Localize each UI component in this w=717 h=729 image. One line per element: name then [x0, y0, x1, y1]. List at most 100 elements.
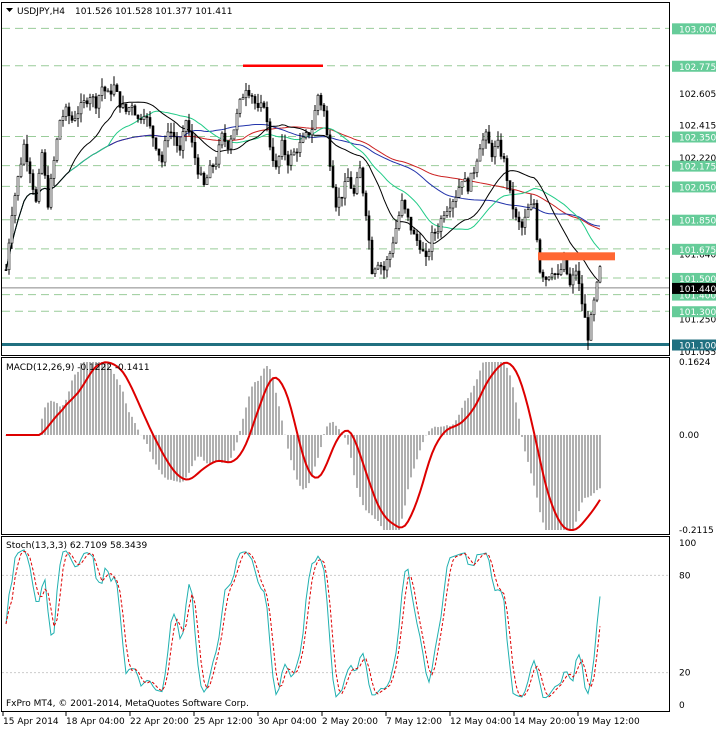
macd-bar [143, 434, 145, 440]
macd-bar [506, 367, 508, 435]
candle-body [256, 102, 260, 108]
macd-bar [317, 434, 319, 458]
macd-bar [269, 369, 271, 435]
candle-body [100, 86, 104, 96]
candle-body [121, 103, 125, 108]
macd-bar [551, 434, 553, 530]
dropdown-triangle-icon[interactable] [6, 8, 13, 12]
macd-bar [584, 434, 586, 498]
macd-bar [107, 364, 109, 435]
time-label: 14 May 20:00 [514, 717, 576, 727]
macd-bar [350, 434, 352, 458]
level-label-box [672, 214, 716, 226]
candle-body [76, 113, 80, 119]
macd-bar [236, 434, 238, 443]
candle-body [568, 273, 572, 286]
candle-body [265, 107, 269, 123]
candle-body [226, 141, 230, 150]
macd-bar [569, 434, 571, 530]
candle-body [355, 177, 359, 194]
macd-bar [521, 434, 523, 437]
candle-body [286, 154, 290, 166]
macd-bar [194, 434, 196, 461]
candle-body [367, 215, 371, 241]
candle-body [19, 163, 23, 177]
copyright: FxPro MT4, © 2001-2014, MetaQuotes Softw… [6, 699, 249, 709]
candle-body [178, 145, 182, 151]
candle-body [319, 94, 323, 106]
candle-body [94, 96, 98, 109]
current-price-label-box [672, 282, 716, 294]
macd-bar [380, 434, 382, 527]
candle-body [115, 84, 119, 92]
candle-body [217, 144, 221, 165]
candle-body [214, 163, 218, 168]
price-tick-label: 102.220 [679, 154, 716, 164]
macd-bar [449, 426, 451, 435]
candle-body [235, 112, 239, 131]
macd-bar [59, 406, 61, 435]
candle-body [592, 299, 596, 316]
macd-bar [50, 400, 52, 435]
candle-body [472, 172, 476, 174]
candle-body [310, 129, 314, 136]
macd-bar [335, 425, 337, 435]
candle-body [97, 95, 101, 109]
candle-body [73, 118, 77, 121]
candle-body [238, 98, 242, 114]
candle-body [454, 197, 458, 202]
candle-body [43, 152, 47, 176]
candle-body [328, 134, 332, 167]
candle-body [172, 132, 176, 138]
candle-body [400, 199, 404, 216]
macd-bar [197, 434, 199, 457]
candle-body [13, 195, 17, 216]
stoch-panel [1, 536, 670, 712]
macd-bar [74, 374, 76, 435]
macd-bar [428, 431, 430, 435]
macd-bar [515, 402, 517, 435]
level-label-box [672, 181, 716, 193]
time-axis: 15 Apr 2014 18 Apr 04:00 22 Apr 20:00 25 Ap… [2, 712, 640, 727]
macd-bar [302, 434, 304, 490]
macd-bar [296, 434, 298, 480]
candle-body [499, 139, 503, 157]
price-tick-label: 102.605 [679, 90, 716, 100]
candle-body [358, 167, 362, 179]
candle-body [553, 273, 557, 275]
candle-body [175, 136, 179, 146]
candle-body [469, 172, 473, 192]
candle-body [277, 156, 281, 168]
candle-body [301, 136, 305, 143]
macd-bar [209, 434, 211, 464]
macd-bar [263, 368, 265, 435]
macd-bar [242, 418, 244, 435]
macd-bar [332, 421, 334, 435]
candle-body [199, 172, 203, 175]
macd-bar [98, 362, 100, 435]
candle-body [259, 102, 263, 108]
candle-body [496, 139, 500, 147]
macd-bar [401, 434, 403, 519]
candle-body [460, 181, 464, 188]
candle-body [142, 116, 146, 120]
macd-bar [410, 434, 412, 478]
level-label: 101.300 [679, 308, 716, 318]
candle-body [148, 117, 152, 127]
macd-bar [371, 434, 373, 516]
candle-body [160, 154, 164, 163]
macd-bar [485, 362, 487, 435]
macd-bar [245, 407, 247, 435]
candle-body [394, 228, 398, 244]
macd-bar [368, 434, 370, 514]
macd-bar [488, 362, 490, 435]
macd-bar [440, 426, 442, 435]
macd-bar [185, 434, 187, 478]
candle-body [274, 160, 278, 168]
candle-body [331, 166, 335, 188]
candle-body [208, 164, 212, 179]
macd-bar [266, 366, 268, 435]
candle-body [229, 138, 233, 150]
candle-body [82, 100, 86, 103]
macd-bar [512, 387, 514, 435]
